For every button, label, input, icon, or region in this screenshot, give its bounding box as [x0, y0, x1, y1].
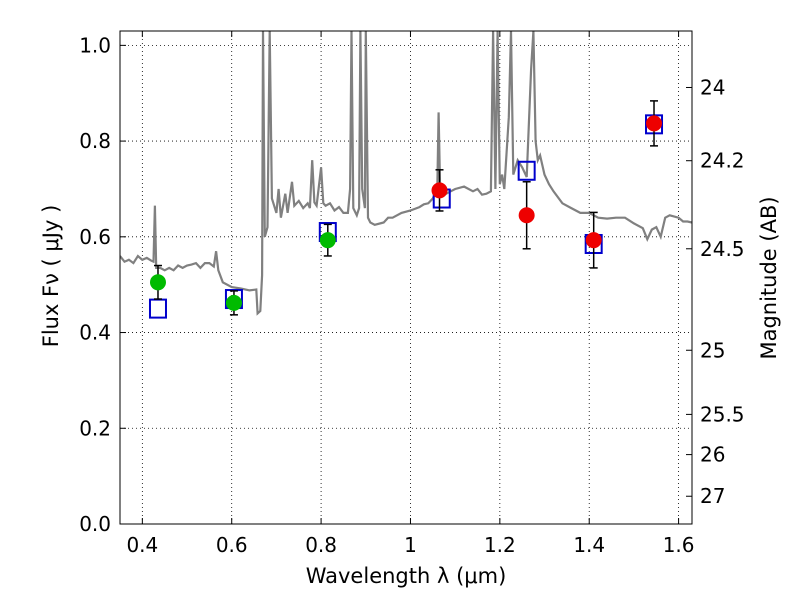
model-point — [148, 298, 167, 319]
observed-point — [585, 232, 602, 249]
model-spectrum — [120, 31, 692, 316]
observed-photometry-series — [149, 100, 663, 316]
right-tick-label: 27 — [700, 484, 725, 508]
right-tick-label: 24.2 — [700, 149, 745, 173]
x-tick-label: 1.2 — [484, 533, 516, 557]
observed-point — [319, 232, 336, 249]
right-tick-label: 24 — [700, 75, 725, 99]
right-tick-label: 24.5 — [700, 237, 745, 261]
x-tick-label: 0.8 — [305, 533, 337, 557]
y-axis: 0.0 0.2 0.4 0.6 0.8 1.0 — [79, 33, 126, 536]
x-axis-label: Wavelength λ (μm) — [306, 564, 507, 588]
y-tick-label: 0.8 — [79, 129, 111, 153]
observed-point — [149, 274, 166, 291]
right-axis-label: Magnitude (AB) — [757, 196, 781, 359]
model-spectrum-line — [120, 31, 692, 316]
y-axis-label: Flux Fν ( μJy ) — [39, 205, 63, 348]
y-tick-label: 0.6 — [79, 225, 111, 249]
x-tick-label: 1 — [404, 533, 417, 557]
observed-point — [431, 182, 448, 199]
y-tick-label: 0.4 — [79, 321, 111, 345]
grid — [120, 31, 692, 525]
model-photometry-series — [148, 114, 664, 319]
x-tick-label: 1.4 — [573, 533, 605, 557]
x-tick-label: 1.6 — [663, 533, 695, 557]
right-axis: 24 24.2 24.5 25 25.5 26 27 — [686, 75, 745, 508]
observed-point — [225, 294, 242, 311]
right-tick-label: 25 — [700, 338, 725, 362]
observed-point — [646, 115, 663, 132]
y-tick-label: 0.2 — [79, 416, 111, 440]
right-tick-label: 26 — [700, 443, 725, 467]
model-point — [517, 160, 536, 181]
x-tick-label: 0.4 — [126, 533, 158, 557]
right-tick-label: 25.5 — [700, 402, 745, 426]
x-axis: 0.4 0.6 0.8 1 1.2 1.4 1.6 — [126, 31, 695, 557]
y-tick-label: 0.0 — [79, 512, 111, 536]
x-tick-label: 0.6 — [216, 533, 248, 557]
y-tick-label: 1.0 — [79, 33, 111, 57]
plot-frame — [119, 30, 693, 525]
observed-point — [518, 207, 535, 224]
